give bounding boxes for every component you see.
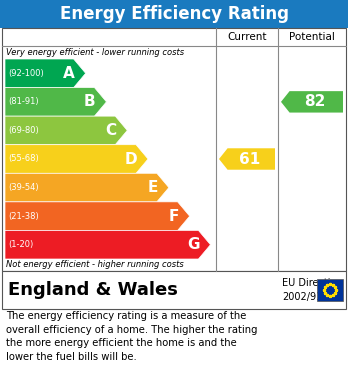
Text: B: B — [84, 94, 96, 109]
Text: C: C — [105, 123, 117, 138]
Polygon shape — [5, 145, 148, 173]
Text: The energy efficiency rating is a measure of the
overall efficiency of a home. T: The energy efficiency rating is a measur… — [6, 311, 258, 362]
Text: G: G — [187, 237, 200, 252]
Text: 82: 82 — [304, 94, 325, 109]
Text: (81-91): (81-91) — [8, 97, 39, 106]
Bar — [2, 271, 346, 309]
Polygon shape — [5, 202, 190, 230]
Text: (21-38): (21-38) — [8, 212, 39, 221]
Text: (1-20): (1-20) — [8, 240, 33, 249]
Polygon shape — [281, 91, 343, 113]
Text: A: A — [63, 66, 75, 81]
Text: Energy Efficiency Rating: Energy Efficiency Rating — [60, 5, 288, 23]
Text: (92-100): (92-100) — [8, 69, 44, 78]
Text: Very energy efficient - lower running costs: Very energy efficient - lower running co… — [6, 48, 184, 57]
Bar — [2, 28, 346, 271]
Bar — [317, 279, 343, 301]
Text: F: F — [168, 209, 179, 224]
Text: England & Wales: England & Wales — [8, 281, 178, 299]
Polygon shape — [5, 88, 106, 116]
Polygon shape — [5, 59, 86, 88]
Polygon shape — [219, 148, 275, 170]
Polygon shape — [5, 230, 211, 259]
Polygon shape — [5, 116, 127, 145]
Text: EU Directive
2002/91/EC: EU Directive 2002/91/EC — [282, 278, 342, 302]
Polygon shape — [5, 173, 169, 202]
Text: 61: 61 — [239, 151, 260, 167]
Text: Current: Current — [227, 32, 267, 42]
Text: D: D — [125, 151, 137, 167]
Text: Not energy efficient - higher running costs: Not energy efficient - higher running co… — [6, 260, 184, 269]
Text: (39-54): (39-54) — [8, 183, 39, 192]
Bar — [0, 0, 348, 28]
Text: E: E — [148, 180, 158, 195]
Text: Potential: Potential — [289, 32, 335, 42]
Text: (55-68): (55-68) — [8, 154, 39, 163]
Text: (69-80): (69-80) — [8, 126, 39, 135]
